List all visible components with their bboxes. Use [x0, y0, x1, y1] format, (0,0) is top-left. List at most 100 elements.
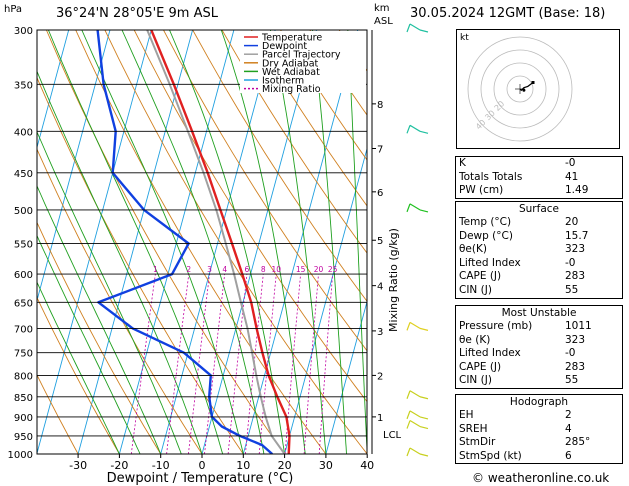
legend-entry: Isotherm — [262, 76, 304, 87]
mixing-ratio-label: 4 — [222, 265, 227, 274]
isotherm-line — [284, 147, 367, 454]
pressure-tick-label: 700 — [14, 324, 33, 335]
datetime-title: 30.05.2024 12GMT (Base: 18) — [410, 6, 606, 21]
hodograph-ring — [493, 62, 547, 116]
lcl-label: LCL — [383, 430, 402, 441]
surface-row: θe(K) 323 — [456, 243, 622, 257]
isotherm-line — [160, 30, 276, 454]
most-unstable-key: CAPE (J) — [459, 360, 502, 373]
mixing-ratio-line — [130, 274, 156, 454]
index-value: 1.49 — [565, 184, 589, 197]
surface-key: CIN (J) — [459, 283, 492, 296]
hodograph-ring — [480, 49, 560, 129]
isotherm-line — [77, 30, 194, 454]
index-key: K — [459, 157, 466, 169]
surface-row: Lifted Index -0 — [456, 257, 622, 271]
mixing-ratio-label: 3 — [207, 265, 212, 274]
pressure-tick-label: 450 — [14, 169, 33, 180]
isotherm-line — [37, 30, 152, 454]
most-unstable-key: CIN (J) — [459, 374, 492, 387]
x-tick-label: -30 — [69, 459, 87, 472]
km-tick-label: 1 — [377, 413, 383, 424]
mixing-ratio-label: 20 — [314, 265, 324, 274]
legend-box — [240, 31, 366, 93]
pressure-tick-label: 650 — [14, 298, 33, 309]
km-label: km — [374, 3, 390, 14]
isotherm-line — [118, 30, 235, 454]
mixing-ratio-line — [188, 274, 210, 454]
legend-entry: Dry Adiabat — [262, 58, 319, 69]
indices-table: K -0 Totals Totals 41 PW (cm) 1.49 — [455, 156, 623, 199]
hodograph-ring — [467, 36, 573, 142]
surface-row: CAPE (J) 283 — [456, 270, 622, 284]
surface-row: Dewp (°C) 15.7 — [456, 230, 622, 244]
hodograph-row: SREH 4 — [456, 423, 622, 437]
x-tick-label: 10 — [236, 459, 250, 472]
dewpoint-profile — [96, 30, 273, 454]
pressure-tick-label: 550 — [14, 239, 33, 250]
surface-value: 283 — [565, 270, 586, 283]
index-value: 41 — [565, 170, 579, 183]
legend-entry: Parcel Trajectory — [262, 50, 341, 61]
location-title: 36°24'N 28°05'E 9m ASL — [56, 6, 218, 21]
hodograph-unit-label: kt — [460, 33, 469, 43]
most-unstable-key: θe (K) — [459, 333, 491, 346]
km-tick-label: 6 — [377, 188, 383, 199]
wind-barb — [406, 410, 429, 420]
isotherm-line — [37, 30, 70, 150]
storm-motion-marker — [522, 88, 526, 92]
most-unstable-row: θe (K) 323 — [456, 334, 622, 348]
surface-row: CIN (J) 55 — [456, 284, 622, 298]
hodograph-trace — [519, 82, 534, 92]
mixing-ratio-label: 6 — [245, 265, 250, 274]
most-unstable-value: -0 — [565, 347, 576, 360]
mixing-ratio-line — [227, 274, 248, 454]
legend-entry: Temperature — [261, 33, 322, 44]
km-tick-label: 5 — [377, 236, 383, 247]
isotherm-line — [325, 300, 367, 454]
index-value: -0 — [565, 157, 576, 169]
surface-value: 20 — [565, 216, 579, 228]
legend-entry: Wet Adiabat — [262, 67, 320, 78]
most-unstable-key: Pressure (mb) — [459, 320, 533, 332]
mixing-ratio-label: 1 — [153, 265, 158, 274]
km-tick-label: 3 — [377, 327, 383, 338]
pressure-tick-label: 500 — [14, 206, 33, 217]
hodograph-row: EH 2 — [456, 409, 622, 423]
x-axis-label: Dewpoint / Temperature (°C) — [107, 471, 294, 486]
copyright: © weatheronline.co.uk — [472, 471, 610, 485]
pressure-tick-label: 800 — [14, 371, 33, 382]
wind-barb — [406, 420, 429, 430]
mixing-ratio-label: 8 — [261, 265, 266, 274]
most-unstable-key: Lifted Index — [459, 347, 521, 360]
x-tick-label: 20 — [278, 459, 292, 472]
most-unstable-row: Pressure (mb) 1011 — [456, 320, 622, 334]
hodograph-ring — [506, 75, 534, 103]
most-unstable-row: Lifted Index -0 — [456, 347, 622, 361]
surface-value: 15.7 — [565, 229, 589, 242]
dry-adiabat-line — [37, 373, 79, 454]
most-unstable-value: 1011 — [565, 320, 592, 332]
dry-adiabat-line — [250, 30, 367, 207]
surface-table: Surface Temp (°C) 20 Dewp (°C) 15.7 θe(K) 323… — [455, 201, 623, 299]
hodograph-end-marker — [531, 81, 535, 84]
surface-title: Surface — [518, 203, 559, 215]
km-tick-label: 2 — [377, 371, 383, 382]
x-tick-label: -20 — [110, 459, 128, 472]
hodograph-key: StmSpd (kt) — [459, 449, 522, 462]
hpa-label: hPa — [4, 4, 23, 15]
surface-value: 55 — [565, 283, 579, 296]
x-tick-label: 40 — [360, 459, 374, 472]
km-tick-label: 4 — [377, 282, 383, 293]
legend-entry: Dewpoint — [262, 41, 307, 52]
most-unstable-row: CIN (J) 55 — [456, 374, 622, 388]
mixing-ratio-line — [166, 274, 190, 454]
isotherm-line — [37, 30, 111, 303]
isotherm-line — [242, 30, 359, 454]
hodograph-key: EH — [459, 409, 474, 421]
mixing-ratio-line — [318, 274, 333, 454]
wind-barb — [406, 321, 429, 331]
most-unstable-value: 55 — [565, 374, 579, 387]
